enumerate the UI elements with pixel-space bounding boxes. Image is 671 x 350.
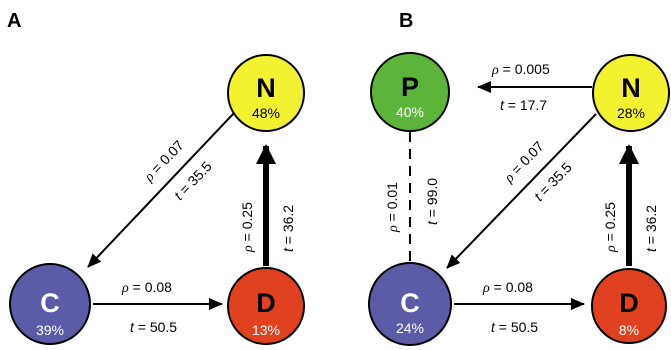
edge-a-d-to-n-rho-label: ρ = 0.25 (239, 202, 256, 253)
edge-a-c-to-d-rho-label: ρ = 0.08 (121, 279, 172, 296)
edge-b-n-to-p-t-label: t = 17.7 (500, 97, 547, 113)
node-b-n-letter: N (621, 73, 641, 103)
node-b-n-percent: 28% (617, 105, 645, 121)
node-a-d: D 13% (227, 267, 305, 345)
edge-b-p-c-rho-label: ρ = 0.01 (384, 182, 401, 233)
node-a-d-percent: 13% (252, 322, 280, 338)
node-b-n: N 28% (592, 54, 670, 132)
svg-text:ρ = 0.25: ρ = 0.25 (602, 202, 619, 253)
node-a-n-percent: 48% (252, 105, 280, 121)
edge-b-p-c-t-label: t = 99.0 (424, 178, 440, 225)
svg-text:ρ = 0.07: ρ = 0.07 (500, 138, 548, 187)
svg-text:ρ = 0.07: ρ = 0.07 (140, 137, 188, 186)
edge-b-n-to-c-t-label: t = 35.5 (531, 159, 575, 204)
edge-b-n-to-c-rho-label: ρ = 0.07 (500, 138, 548, 187)
node-a-d-letter: D (256, 288, 276, 318)
edge-a-n-to-c-t-label: t = 35.5 (171, 158, 215, 203)
edge-b-d-to-n-t-label: t = 36.2 (643, 205, 659, 252)
node-a-n: N 48% (227, 54, 305, 132)
edge-b-d-to-n-rho-label: ρ = 0.25 (602, 202, 619, 253)
svg-text:t = 99.0: t = 99.0 (424, 178, 440, 225)
node-b-d-percent: 8% (619, 322, 639, 338)
node-b-c-percent: 24% (396, 320, 424, 336)
svg-text:t = 36.2: t = 36.2 (280, 205, 296, 252)
edge-b-n-to-p-rho-label: ρ = 0.005 (491, 61, 550, 78)
svg-text:ρ = 0.25: ρ = 0.25 (239, 202, 256, 253)
edge-b-n-to-c-arrow (446, 113, 597, 269)
node-a-c-letter: C (40, 288, 60, 318)
node-a-c-percent: 39% (36, 322, 64, 338)
node-a-c: C 39% (9, 263, 91, 345)
svg-text:t = 35.5: t = 35.5 (171, 158, 215, 203)
node-b-p-percent: 40% (396, 104, 424, 120)
node-b-p: P 40% (370, 52, 450, 132)
svg-text:t = 35.5: t = 35.5 (531, 159, 575, 204)
edge-b-c-to-d-rho-label: ρ = 0.08 (482, 279, 533, 296)
edge-a-c-to-d-t-label: t = 50.5 (130, 319, 177, 335)
node-b-c: C 24% (368, 262, 452, 346)
svg-text:ρ = 0.01: ρ = 0.01 (384, 182, 401, 233)
edge-a-d-to-n-t-label: t = 36.2 (280, 205, 296, 252)
node-b-d: D 8% (591, 268, 667, 344)
edge-a-n-to-c-arrow (87, 112, 235, 268)
panel-a-label: A (7, 10, 21, 32)
svg-text:t = 36.2: t = 36.2 (643, 205, 659, 252)
node-a-n-letter: N (256, 73, 276, 103)
edge-b-c-to-d-t-label: t = 50.5 (491, 319, 538, 335)
node-b-p-letter: P (401, 72, 419, 102)
edge-a-n-to-c-rho-label: ρ = 0.07 (140, 137, 188, 186)
node-b-c-letter: C (400, 288, 420, 318)
panel-b-label: B (399, 10, 413, 32)
node-b-d-letter: D (619, 288, 639, 318)
